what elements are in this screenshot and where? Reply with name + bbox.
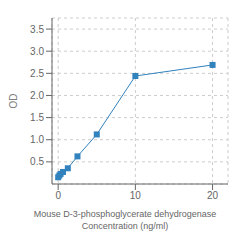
svg-text:3.5: 3.5 bbox=[30, 24, 44, 35]
svg-text:10: 10 bbox=[130, 190, 142, 201]
svg-text:0.5: 0.5 bbox=[30, 156, 44, 167]
svg-text:2.5: 2.5 bbox=[30, 68, 44, 79]
html-text:Concentration (ng/ml): Concentration (ng/ml) bbox=[81, 221, 169, 231]
svg-text:3.0: 3.0 bbox=[30, 46, 44, 57]
svg-text:0: 0 bbox=[55, 190, 61, 201]
svg-text:20: 20 bbox=[207, 190, 219, 201]
svg-text:1.5: 1.5 bbox=[30, 112, 44, 123]
svg-text:2.0: 2.0 bbox=[30, 90, 44, 101]
html-text:Mouse D-3-phosphoglycerate deh: Mouse D-3-phosphoglycerate dehydrogenase bbox=[33, 209, 217, 219]
svg-text:1.0: 1.0 bbox=[30, 134, 44, 145]
svg-text:OD: OD bbox=[8, 94, 19, 109]
